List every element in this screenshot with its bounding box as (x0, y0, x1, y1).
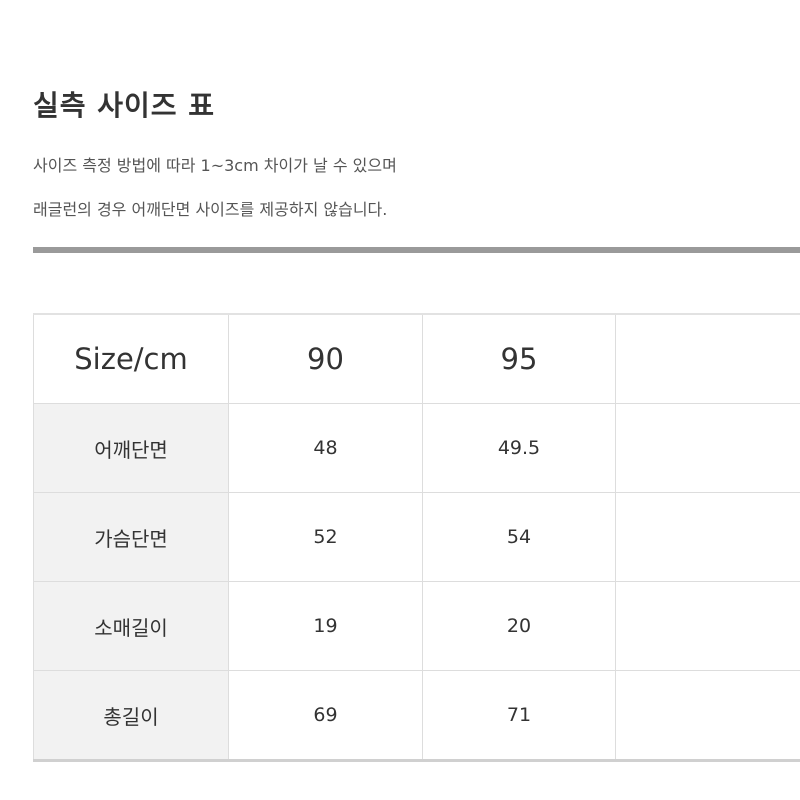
table-cell: 52 (228, 492, 423, 582)
table-cell (615, 492, 800, 582)
page-title: 실측 사이즈 표 (33, 89, 216, 122)
header-cell: 90 (228, 313, 423, 404)
size-table: Size/cm 90 95 어깨단면 48 49.5 가슴단면 52 54 소매… (33, 313, 800, 762)
table-cell: 48 (228, 403, 423, 493)
table-header-row: Size/cm 90 95 (33, 313, 800, 404)
header-cell (615, 313, 800, 404)
table-cell: 49.5 (422, 403, 616, 493)
table-cell (615, 403, 800, 493)
row-label: 소매길이 (33, 581, 229, 671)
row-label: 총길이 (33, 670, 229, 762)
description-line: 사이즈 측정 방법에 따라 1~3cm 차이가 날 수 있으며 (33, 156, 397, 175)
row-label: 가슴단면 (33, 492, 229, 582)
table-cell: 71 (422, 670, 616, 762)
table-cell (615, 581, 800, 671)
table-row: 가슴단면 52 54 (33, 492, 800, 582)
table-cell: 20 (422, 581, 616, 671)
table-cell: 54 (422, 492, 616, 582)
table-row: 소매길이 19 20 (33, 581, 800, 671)
divider (33, 247, 800, 253)
table-row: 총길이 69 71 (33, 670, 800, 762)
table-cell (615, 670, 800, 762)
row-label: 어깨단면 (33, 403, 229, 493)
table-cell: 19 (228, 581, 423, 671)
header-cell: 95 (422, 313, 616, 404)
description-line: 래글런의 경우 어깨단면 사이즈를 제공하지 않습니다. (33, 200, 388, 219)
table-row: 어깨단면 48 49.5 (33, 403, 800, 493)
header-cell: Size/cm (33, 313, 229, 404)
table-cell: 69 (228, 670, 423, 762)
